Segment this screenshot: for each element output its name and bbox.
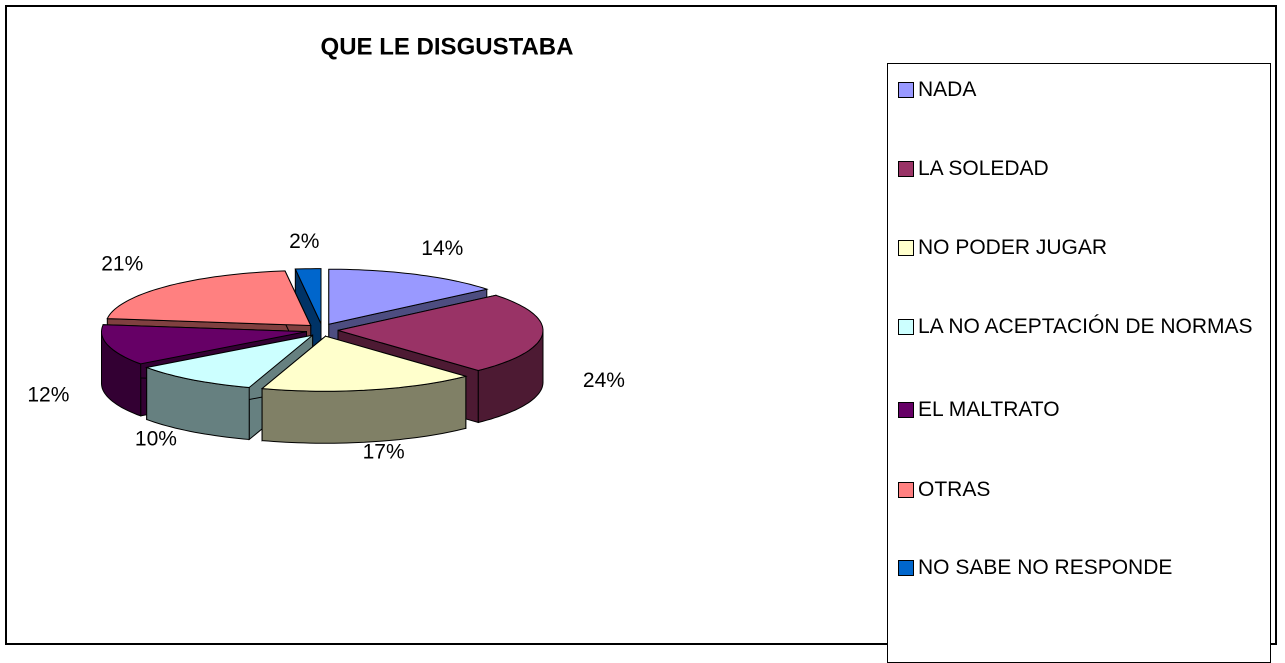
data-label: 21% [101, 252, 143, 275]
legend-label: NO PODER JUGAR [918, 236, 1108, 259]
slice [260, 335, 468, 392]
data-label: 24% [583, 369, 625, 392]
legend-swatch [898, 560, 914, 576]
slice [328, 268, 489, 325]
legend-swatch [898, 319, 914, 335]
legend: NADA LA SOLEDAD NO PODER JUGAR LA NO ACEPTA… [887, 63, 1271, 663]
slice [106, 270, 312, 327]
legend-label: EL MALTRATO [918, 398, 1060, 421]
data-label: 14% [421, 237, 463, 260]
legend-swatch [898, 82, 914, 98]
legend-item: LA SOLEDAD [898, 156, 1258, 182]
page: {"chart_data": {"type": "pie", "title": … [5, 5, 1277, 663]
slice [294, 268, 322, 324]
legend-item: OTRAS [898, 477, 1258, 503]
legend-label: LA SOLEDAD [918, 157, 1049, 180]
legend-swatch [898, 482, 914, 498]
legend-label: NADA [918, 78, 977, 101]
chart: QUE LE DISGUSTABA 14% 24% 17% 10% 12% 21% 2% [27, 33, 625, 463]
legend-swatch [898, 402, 914, 418]
data-label: 17% [363, 440, 405, 463]
data-label: 10% [135, 427, 177, 450]
legend-item: EL MALTRATO [898, 397, 1258, 423]
legend-swatch [898, 161, 914, 177]
slice [337, 294, 544, 372]
legend-label: OTRAS [918, 478, 991, 501]
legend-item: NADA [898, 77, 1258, 103]
legend-swatch [898, 240, 914, 256]
chart-title: QUE LE DISGUSTABA [321, 33, 574, 60]
data-label: 2% [289, 230, 319, 253]
legend-item: LA NO ACEPTACIÓN DE NORMAS [898, 314, 1258, 340]
data-label: 12% [27, 384, 69, 407]
slice [101, 324, 307, 365]
legend-label: NO SABE NO RESPONDE [918, 556, 1173, 579]
slice [144, 334, 313, 389]
legend-item: NO SABE NO RESPONDE [898, 555, 1258, 581]
legend-label: LA NO ACEPTACIÓN DE NORMAS [918, 315, 1253, 338]
legend-item: NO PODER JUGAR [898, 235, 1258, 261]
